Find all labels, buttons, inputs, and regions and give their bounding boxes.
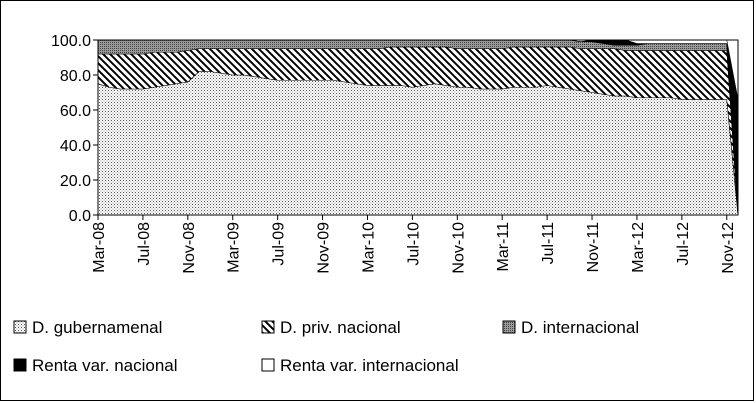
x-tick-label: Mar-08: [91, 222, 108, 273]
legend-label-1: D. gubernamenal: [32, 318, 162, 337]
x-tick-label: Nov-11: [585, 222, 602, 272]
y-tick-label: 0.0: [69, 208, 91, 225]
axes: 0.0 20.0 40.0 60.0 80.0 100.0 Mar-08 Jul-08 Nov-…: [51, 33, 739, 274]
x-tick-label: Nov-12: [720, 222, 737, 274]
legend-swatch-5: [261, 358, 275, 372]
y-tick-label: 40.0: [60, 138, 91, 155]
legend-label-3: D. internacional: [521, 318, 639, 337]
x-tick-label: Jul-10: [405, 222, 422, 266]
legend-swatch-3: [502, 320, 516, 334]
legend-label-4: Renta var. nacional: [32, 356, 178, 375]
legend: D. gubernamenal D. priv. nacional D. inter…: [13, 318, 639, 375]
x-tick-label: Nov-10: [450, 222, 467, 274]
x-tick-label: Jul-08: [136, 222, 153, 266]
legend-label-2: D. priv. nacional: [280, 318, 401, 337]
y-tick-label: 100.0: [51, 33, 91, 50]
x-tick-label: Nov-08: [181, 222, 198, 274]
x-tick-label: Jul-09: [271, 222, 288, 266]
y-tick-label: 60.0: [60, 103, 91, 120]
x-tick-label: Nov-09: [316, 222, 333, 274]
legend-label-5: Renta var. internacional: [280, 356, 459, 375]
x-tick-label: Mar-09: [226, 222, 243, 273]
y-tick-label: 80.0: [60, 68, 91, 85]
x-tick-label: Jul-11: [540, 222, 557, 264]
x-tick-label: Mar-10: [361, 222, 378, 273]
legend-swatch-4: [13, 358, 27, 372]
x-tick-label: Mar-12: [630, 222, 647, 273]
legend-swatch-2: [261, 320, 275, 334]
x-tick-label: Mar-11: [495, 222, 512, 272]
plot-border: [97, 39, 739, 216]
plot-area: [97, 39, 739, 216]
x-tick-label: Jul-12: [675, 222, 692, 266]
y-tick-label: 20.0: [60, 173, 91, 190]
legend-swatch-1: [13, 320, 27, 334]
